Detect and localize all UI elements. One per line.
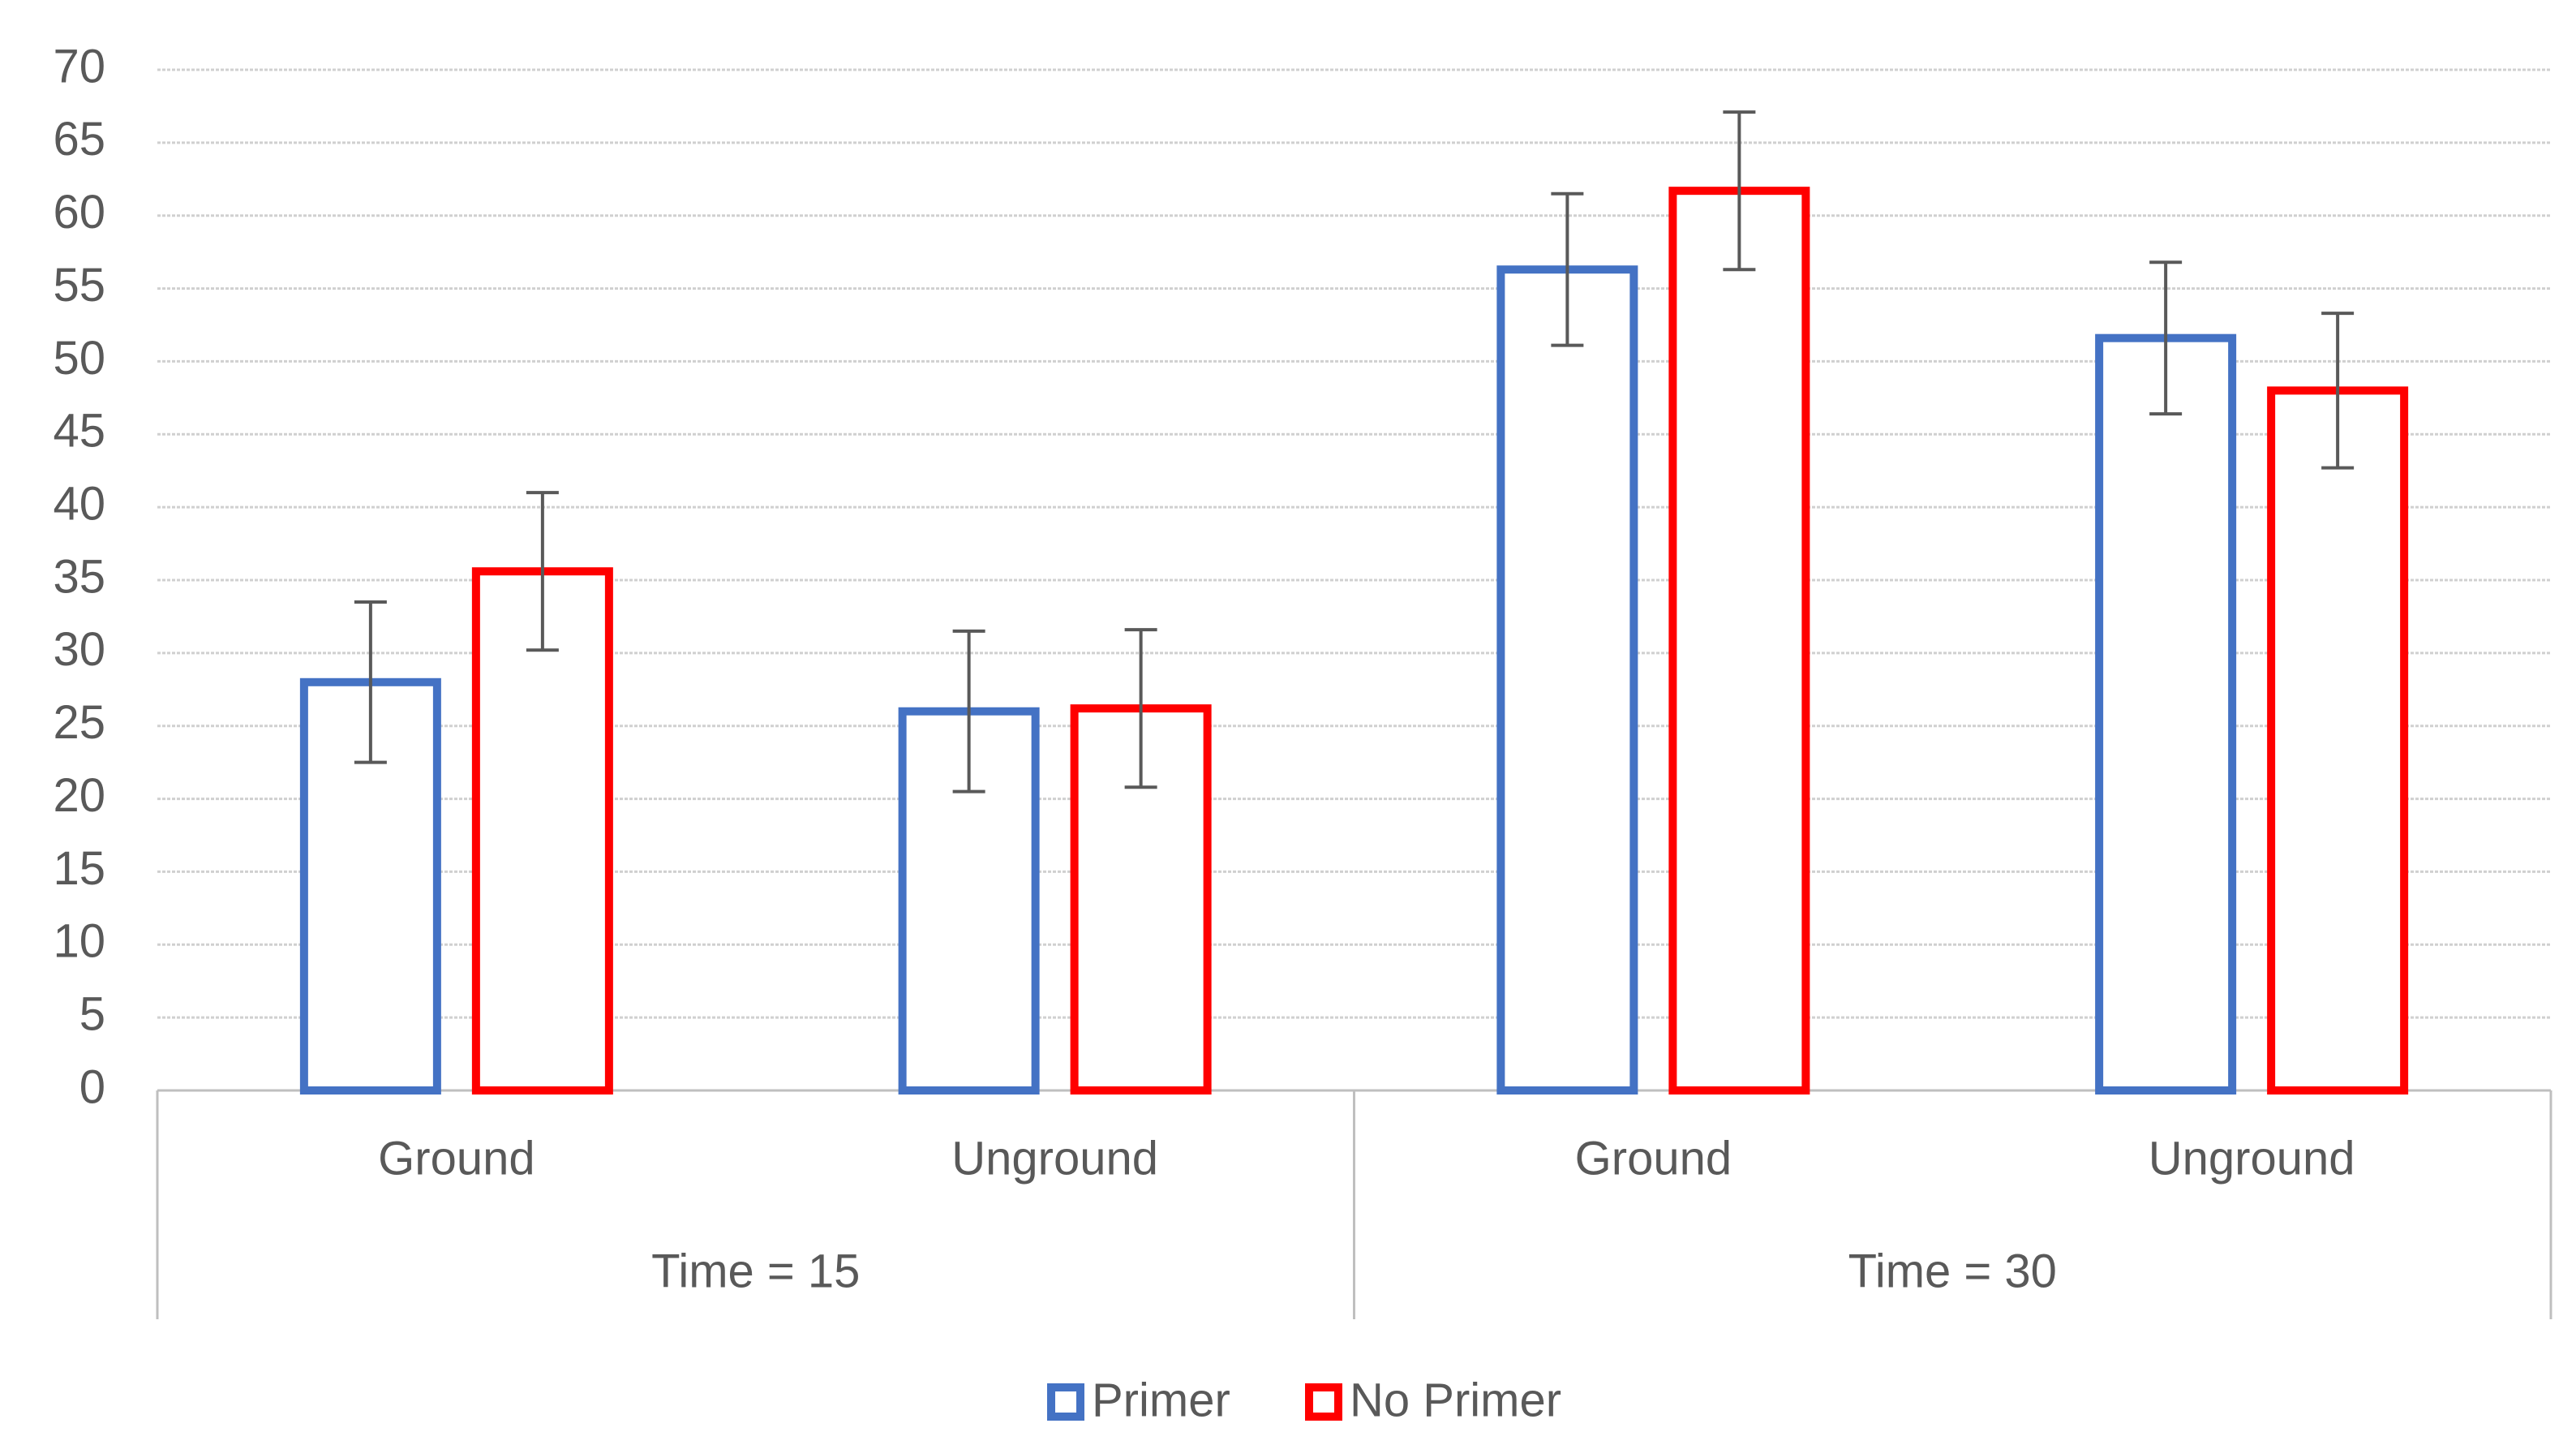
y-tick-label: 10 (53, 915, 105, 968)
bar (471, 567, 613, 1095)
legend-label: No Primer (1350, 1374, 1561, 1426)
x-tick-label: Unground (2149, 1132, 2355, 1185)
y-tick-label: 40 (53, 477, 105, 530)
error-bar (354, 600, 387, 764)
y-tick-label: 65 (53, 113, 105, 166)
y-tick-label: 30 (53, 623, 105, 676)
y-tick-label: 5 (79, 987, 105, 1040)
legend-marker (1305, 1383, 1342, 1421)
error-bar (2321, 312, 2355, 470)
error-bar (1124, 628, 1157, 789)
y-tick-label: 60 (53, 186, 105, 239)
bar (898, 707, 1040, 1095)
y-tick-label: 55 (53, 259, 105, 312)
group-label: Time = 15 (651, 1245, 860, 1297)
y-tick-label: 20 (53, 769, 105, 822)
bar (2095, 333, 2237, 1095)
error-bar (526, 491, 559, 652)
bar (1668, 187, 1810, 1095)
error-bar (1723, 110, 1756, 272)
y-tick-label: 15 (53, 842, 105, 895)
bar (1496, 265, 1638, 1095)
x-tick-label: Unground (951, 1132, 1158, 1185)
x-tick-label: Ground (378, 1132, 535, 1185)
y-tick-label: 50 (53, 332, 105, 385)
legend-marker (1047, 1383, 1084, 1421)
error-bar (1551, 191, 1584, 347)
error-bar (952, 629, 985, 793)
bar (2267, 386, 2409, 1095)
y-tick-label: 70 (53, 40, 105, 92)
group-label: Time = 30 (1848, 1245, 2057, 1297)
y-tick-label: 0 (79, 1060, 105, 1113)
y-tick-label: 25 (53, 696, 105, 749)
error-bar (2149, 260, 2183, 416)
x-tick-label: Ground (1575, 1132, 1732, 1185)
y-tick-label: 35 (53, 550, 105, 603)
legend-label: Primer (1092, 1374, 1230, 1426)
y-tick-label: 45 (53, 405, 105, 458)
